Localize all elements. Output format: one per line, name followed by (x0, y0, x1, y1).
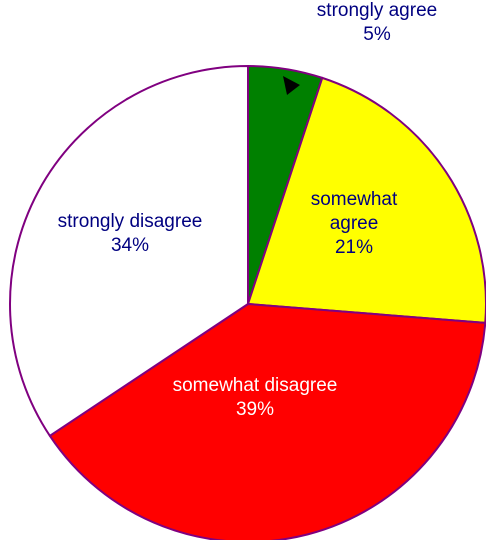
slice-label-strongly-agree: strongly agree 5% (317, 0, 437, 45)
pointer-triangle-icon (283, 76, 300, 95)
pie-slice-strongly-disagree (9, 65, 249, 437)
slice-value-label: 34% (111, 235, 149, 256)
slice-value-label: 5% (363, 24, 391, 45)
pie-slice-somewhat-disagree (48, 303, 486, 540)
slice-label-text: somewhat (311, 189, 398, 210)
slices-layer (9, 65, 486, 540)
slice-label-somewhat-agree: somewhat agree 21% (311, 189, 398, 258)
pie-slice-somewhat-agree (247, 76, 486, 324)
slice-label-somewhat-disagree: somewhat disagree 39% (173, 375, 338, 420)
slice-label-text: agree (330, 213, 379, 234)
slice-value-label: 39% (236, 399, 274, 420)
slice-value-label: 21% (335, 237, 373, 258)
slice-label-strongly-disagree: strongly disagree 34% (58, 211, 203, 256)
slice-label-text: strongly disagree (58, 211, 203, 232)
slice-label-text: strongly agree (317, 0, 437, 21)
slice-label-text: somewhat disagree (173, 375, 338, 396)
labels-layer: strongly agree 5%somewhat agree 21%somewhat… (58, 0, 438, 420)
